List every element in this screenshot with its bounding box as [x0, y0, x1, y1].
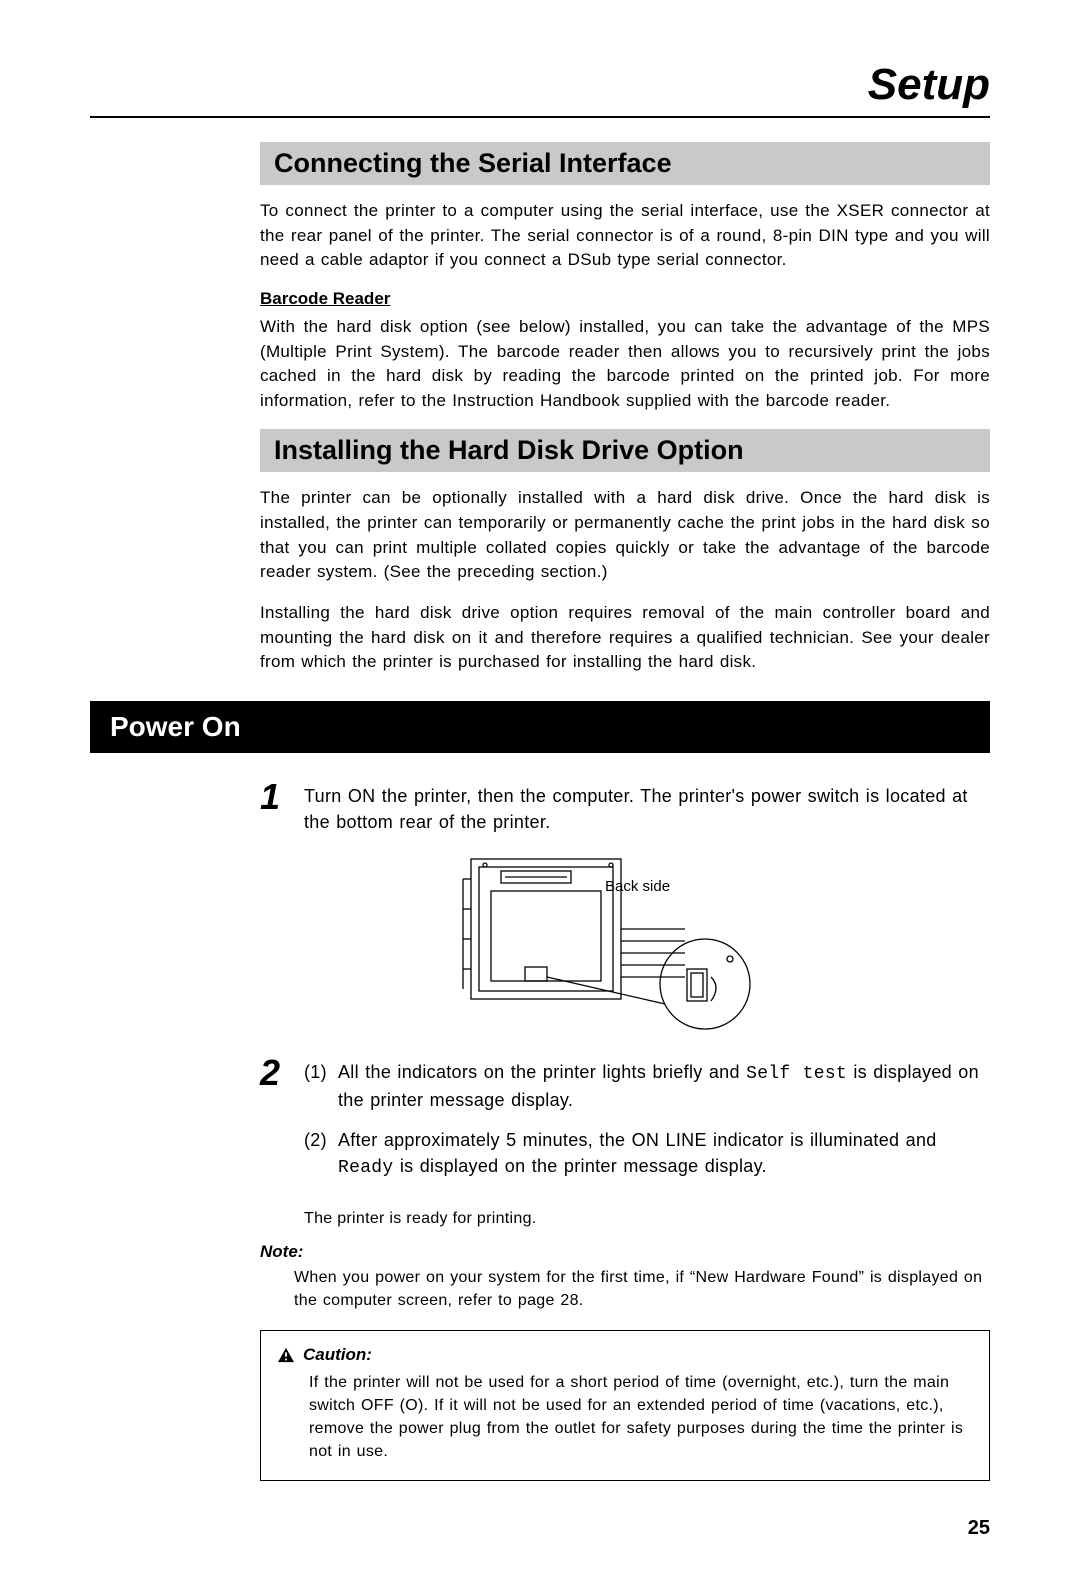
caution-label: Caution: [303, 1345, 372, 1365]
barcode-reader-subhead: Barcode Reader [260, 289, 990, 309]
hdd-paragraph-1: The printer can be optionally installed … [260, 486, 990, 585]
step-2-sub-2-b: is displayed on the printer message disp… [394, 1156, 767, 1176]
step-2-body: (1) All the indicators on the printer li… [304, 1059, 990, 1195]
step-2-sub-1-num: (1) [304, 1059, 338, 1113]
caution-body: If the printer will not be used for a sh… [309, 1371, 973, 1464]
figure-label: Back side [605, 878, 670, 895]
step-2-sub-1-a: All the indicators on the printer lights… [338, 1062, 746, 1082]
printer-back-figure: Back side [455, 849, 795, 1039]
ready-mono: Ready [338, 1158, 394, 1178]
note-label: Note: [260, 1242, 990, 1262]
hdd-paragraph-2: Installing the hard disk drive option re… [260, 601, 990, 675]
step-2: 2 (1) All the indicators on the printer … [260, 1059, 990, 1195]
step-2-number: 2 [260, 1055, 304, 1091]
caution-box: Caution: If the printer will not be used… [260, 1330, 990, 1481]
warning-icon [277, 1347, 295, 1363]
step-1: 1 Turn ON the printer, then the computer… [260, 783, 990, 835]
caution-heading: Caution: [277, 1345, 973, 1365]
note-body: When you power on your system for the fi… [294, 1266, 990, 1312]
step-2-sub-2-num: (2) [304, 1127, 338, 1181]
step-2-sub-2-a: After approximately 5 minutes, the ON LI… [338, 1130, 937, 1150]
self-test-mono: Self test [746, 1064, 847, 1084]
step-2-sub-2: (2) After approximately 5 minutes, the O… [304, 1127, 990, 1181]
section-heading-hdd: Installing the Hard Disk Drive Option [260, 429, 990, 472]
barcode-paragraph: With the hard disk option (see below) in… [260, 315, 990, 414]
chapter-title: Setup [90, 60, 990, 118]
page-number: 25 [90, 1517, 990, 1540]
step-1-number: 1 [260, 779, 304, 815]
printer-ready-note: The printer is ready for printing. [304, 1210, 990, 1228]
content-area: Connecting the Serial Interface To conne… [260, 142, 990, 1481]
step-1-text: Turn ON the printer, then the computer. … [304, 783, 990, 835]
section-heading-serial: Connecting the Serial Interface [260, 142, 990, 185]
step-2-sub-1-text: All the indicators on the printer lights… [338, 1059, 990, 1113]
power-on-bar: Power On [90, 701, 990, 753]
serial-paragraph-1: To connect the printer to a computer usi… [260, 199, 990, 273]
step-2-sub-2-text: After approximately 5 minutes, the ON LI… [338, 1127, 990, 1181]
step-2-sub-1: (1) All the indicators on the printer li… [304, 1059, 990, 1113]
